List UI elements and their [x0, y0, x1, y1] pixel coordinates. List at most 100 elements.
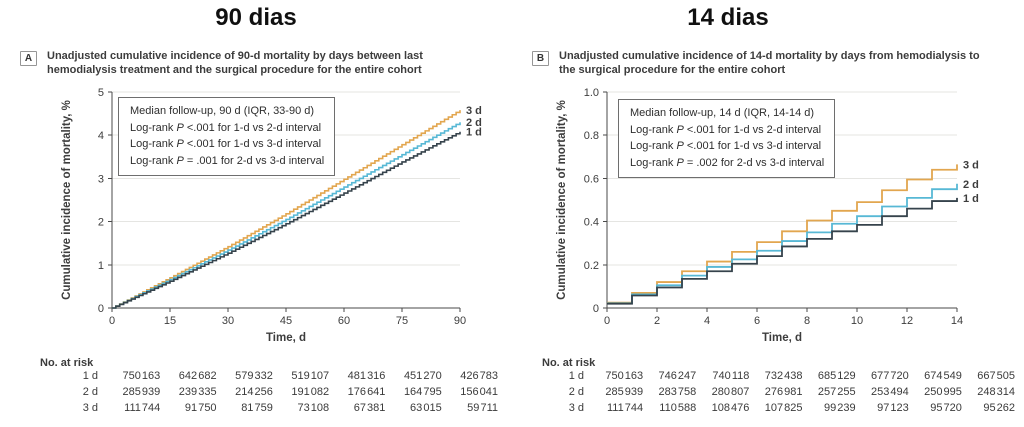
series-curve-3d [607, 164, 958, 304]
y-tick-label: 0.2 [584, 260, 599, 272]
risk-value: 73 108 [297, 402, 330, 414]
risk-value: 59 711 [467, 402, 498, 414]
risk-value: 579 332 [235, 370, 273, 382]
series-end-label: 1 d [963, 193, 979, 205]
panel-a-risk-table: 1 d 750 163 642 682 579 332 519 107 481 316 45… [58, 370, 498, 414]
x-axis-label: Time, d [762, 332, 802, 344]
panel-a-caption-row: A Unadjusted cumulative incidence of 90-… [20, 50, 490, 77]
legend-line: Log-rank P <.001 for 1-d vs 3-d interval [130, 138, 322, 150]
risk-value: 176 641 [347, 386, 386, 398]
p-italic: P [676, 123, 684, 136]
x-tick-label: 0 [604, 315, 610, 327]
panel-a-caption: Unadjusted cumulative incidence of 90-d … [47, 50, 423, 76]
y-tick-label: 5 [98, 87, 104, 99]
x-tick-label: 4 [704, 315, 710, 327]
risk-value: 110 588 [659, 402, 697, 414]
legend-line: Log-rank P <.001 for 1-d vs 2-d interval [630, 123, 822, 136]
risk-value: 257 255 [817, 386, 856, 398]
y-tick-label: 0.6 [584, 173, 599, 185]
series-curve-1d [112, 131, 461, 309]
risk-value: 451 270 [403, 370, 442, 382]
risk-row-label: 1 d [82, 370, 98, 382]
risk-value: 253 494 [870, 386, 909, 398]
y-tick-label: 0.4 [584, 217, 599, 229]
risk-value: 156 041 [460, 386, 498, 398]
panel-b-caption: Unadjusted cumulative incidence of 14-d … [559, 50, 980, 76]
risk-value: 250 995 [924, 386, 962, 398]
y-tick-label: 1.0 [584, 87, 599, 99]
y-tick-label: 1 [98, 260, 104, 272]
risk-row-label: 3 d [82, 402, 98, 414]
risk-value: 283 758 [658, 386, 697, 398]
x-tick-label: 14 [951, 315, 963, 327]
legend-line: Log-rank P <.001 for 1-d vs 2-d interval [130, 121, 322, 134]
p-italic: P [176, 121, 184, 134]
x-tick-label: 15 [164, 315, 176, 327]
series-curve-2d [607, 183, 958, 305]
y-tick-label: 4 [98, 130, 104, 142]
series-curve-3d [112, 110, 461, 309]
risk-value: 750 163 [605, 370, 644, 382]
panel-b-caption-row: B Unadjusted cumulative incidence of 14-… [532, 50, 1002, 77]
panel-b: 14 dias B Unadjusted cumulative incidenc… [512, 0, 1024, 427]
x-tick-label: 90 [454, 315, 466, 327]
risk-value: 248 314 [977, 386, 1015, 398]
risk-row-label: 3 d [568, 402, 584, 414]
risk-value: 97 123 [877, 402, 909, 414]
risk-value: 481 316 [347, 370, 386, 382]
risk-value: 99 239 [823, 402, 856, 414]
y-tick-label: 0.8 [584, 130, 599, 142]
risk-value: 67 381 [353, 402, 386, 414]
risk-value: 95 720 [930, 402, 962, 414]
y-axis-label: Cumulative incidence of mortality, % [556, 100, 568, 300]
legend-line: Log-rank P = .002 for 2-d vs 3-d interva… [630, 156, 825, 169]
x-tick-label: 8 [804, 315, 810, 327]
risk-value: 642 682 [178, 370, 217, 382]
panel-a-label-badge: A [20, 51, 37, 66]
series-end-label: 1 d [466, 127, 482, 139]
risk-value: 214 256 [235, 386, 273, 398]
legend-line: Log-rank P = .001 for 2-d vs 3-d interva… [130, 154, 325, 167]
risk-value: 685 129 [817, 370, 856, 382]
series-curve-2d [112, 122, 461, 309]
risk-value: 191 082 [291, 386, 330, 398]
p-italic: P [676, 140, 684, 152]
panel-a-risk-header: No. at risk [40, 357, 94, 369]
risk-value: 280 807 [711, 386, 750, 398]
series-end-label: 2 d [466, 117, 482, 129]
series-end-label: 3 d [466, 105, 482, 117]
risk-value: 95 262 [983, 402, 1015, 414]
legend-line: Log-rank P <.001 for 1-d vs 3-d interval [630, 140, 822, 152]
series-curve-1d [607, 197, 958, 305]
series-end-label: 2 d [963, 179, 979, 191]
risk-value: 91 750 [184, 402, 217, 414]
x-tick-label: 75 [396, 315, 408, 327]
risk-value: 285 939 [605, 386, 644, 398]
y-tick-label: 0 [593, 303, 599, 315]
panel-a-title: 90 dias [215, 4, 297, 31]
panel-a-legend-box: Median follow-up, 90 d (IQR, 33-90 d) Lo… [118, 97, 336, 176]
x-tick-label: 0 [109, 315, 115, 327]
risk-value: 285 939 [122, 386, 161, 398]
risk-value: 276 981 [764, 386, 803, 398]
risk-value: 667 505 [977, 370, 1015, 382]
y-tick-label: 3 [98, 173, 104, 185]
risk-row-label: 1 d [568, 370, 584, 382]
chart-b-plot: 0 2 4 6 8 10 12 14 0 0.2 0.4 0.6 0.8 1.0 Time, d Cumula… [556, 87, 979, 344]
risk-value: 740 118 [712, 370, 750, 382]
risk-value: 239 335 [178, 386, 217, 398]
panel-b-risk-header: No. at risk [542, 357, 596, 369]
risk-value: 63 015 [410, 402, 442, 414]
x-tick-label: 12 [901, 315, 913, 327]
x-tick-label: 2 [654, 315, 660, 327]
x-tick-label: 60 [338, 315, 350, 327]
risk-value: 677 720 [870, 370, 909, 382]
risk-value: 519 107 [291, 370, 330, 382]
p-italic: P [676, 156, 684, 169]
y-axis-label: Cumulative incidence of mortality, % [61, 100, 73, 300]
x-axis-label: Time, d [266, 332, 306, 344]
panel-a: 90 dias A Unadjusted cumulative incidenc… [20, 4, 498, 414]
risk-value: 111 744 [606, 402, 644, 414]
